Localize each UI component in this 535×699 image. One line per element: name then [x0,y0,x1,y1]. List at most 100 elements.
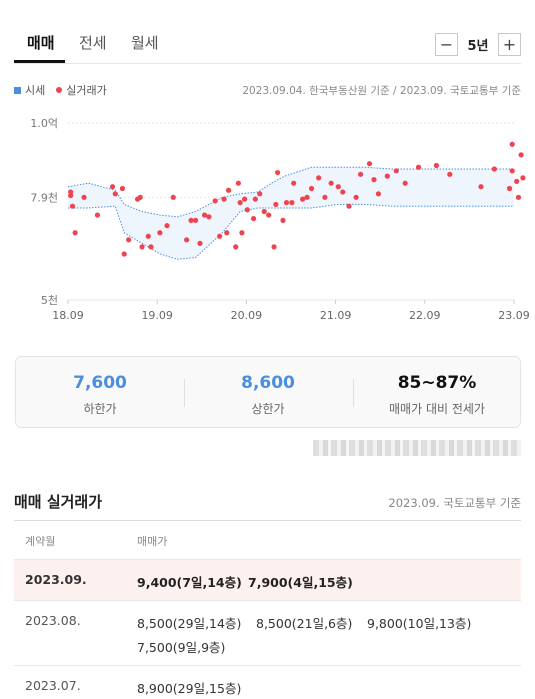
trade-point [371,177,377,183]
trade-point [291,180,297,186]
trade-point [335,184,341,190]
trade-point [518,152,524,158]
trade-entry[interactable]: 7,900(4일,15층) [248,575,353,590]
trade-point [514,178,520,185]
trade-point [509,168,515,174]
trade-point [316,175,322,181]
trades-section-divider [14,520,521,521]
price-stats-box: 7,600 하한가 8,600 상한가 85~87% 매매가 대비 전세가 [15,356,521,428]
trade-point [346,203,352,209]
trade-point [366,161,373,167]
trade-point [119,185,126,192]
actual-trade-legend-label: 실거래가 [66,84,107,97]
trade-point [145,233,151,239]
period-control: − 5년 + [435,33,521,56]
trade-point [68,192,74,199]
price-chart-svg: 1.0억 7.9천 5천 18.09 19.09 20.09 21.09 22.09 23.09 [30,117,529,322]
trade-point [237,200,243,206]
trade-point [139,244,145,250]
trade-point [308,185,315,192]
minus-icon: − [439,34,454,54]
trade-point [110,184,116,190]
trade-point [304,194,310,200]
stat-jeonse-ratio: 85~87% 매매가 대비 전세가 [353,357,521,429]
tab-sale[interactable]: 매매 [27,34,55,52]
trade-point [322,194,328,200]
trade-point [112,191,118,197]
y-tick-label: 7.9천 [30,190,58,204]
trade-point [433,162,439,169]
row-month: 2023.07. [25,678,81,693]
stat-ratio-label: 매매가 대비 전세가 [389,402,485,416]
trade-point [261,208,267,215]
tabs-divider [14,63,521,64]
trade-point [137,194,143,200]
trades-section-source: 2023.09. 국토교통부 기준 [388,496,521,510]
trade-point [201,212,208,218]
trade-point [509,141,515,147]
trade-point [221,196,227,202]
blurred-notice [313,440,521,456]
trade-entry[interactable]: 9,800(10일,13층) [367,616,472,631]
trade-point [299,196,306,202]
chart-source: 2023.09.04. 한국부동산원 기준 / 2023.09. 국토교통부 기… [242,85,521,97]
table-row: 2023.08. 8,500(29일,14층) 8,500(21일,6층) 9,… [14,600,521,665]
x-tick-label: 20.09 [231,309,263,322]
period-minus-button[interactable]: − [435,33,458,56]
table-row: 2023.09. 9,400(7일,14층) 7,900(4일,15층) [14,559,521,600]
trade-point [242,196,248,202]
trade-point [197,240,203,246]
stat-lower-value: 7,600 [73,373,127,393]
trade-point [244,207,250,213]
trade-point [353,194,359,200]
trade-entry[interactable]: 8,900(29일,15층) [137,681,242,696]
trade-point [478,184,484,190]
trade-point [273,201,279,208]
y-tick-label: 1.0억 [30,117,58,130]
trade-point [515,194,522,200]
trade-point [121,251,127,257]
column-header-price: 매매가 [137,535,168,548]
x-tick-label: 19.09 [141,309,173,322]
stat-upper-label: 상한가 [251,402,285,416]
period-plus-button[interactable]: + [498,33,521,56]
trade-point [217,233,223,239]
x-tick-label: 21.09 [320,309,352,322]
trade-entry[interactable]: 8,500(21일,6층) [256,616,353,631]
trade-point [184,237,190,243]
trade-point [289,200,295,206]
trade-point [148,244,154,250]
trade-point [192,217,199,223]
tab-jeonse[interactable]: 전세 [79,34,107,52]
trade-point [225,187,232,193]
stat-ratio-value: 85~87% [397,373,477,393]
trade-point [280,217,286,223]
trade-point [224,230,230,236]
table-row: 2023.07. 8,900(29일,15층) [14,665,521,699]
trade-point [250,215,257,222]
trade-point [206,214,212,220]
trade-point [415,164,422,170]
trade-point [520,175,526,181]
trade-point [275,169,281,176]
tab-monthly-rent[interactable]: 월세 [131,34,159,52]
plus-icon: + [502,34,517,54]
market-price-legend-swatch [14,86,21,94]
trade-point [233,244,239,250]
stat-lower-price: 7,600 하한가 [16,357,184,429]
trade-entry[interactable]: 9,400(7일,14층) [137,575,242,590]
chart-legend: 시세 실거래가 [14,82,107,98]
row-month: 2023.08. [25,613,81,628]
trade-entry[interactable]: 8,500(29일,14층) [137,616,242,631]
trade-point [94,212,101,218]
trade-point [126,237,132,243]
price-chart[interactable]: 1.0억 7.9천 5천 18.09 19.09 20.09 21.09 22.09 23.09 [0,108,535,323]
trade-point [384,173,390,179]
stat-upper-value: 8,600 [241,373,295,393]
actual-trade-legend-swatch [56,87,63,93]
trade-entry[interactable]: 7,500(9일,9층) [137,640,226,655]
trade-point [170,194,176,200]
active-tab-indicator [14,60,65,63]
trades-section-title: 매매 실거래가 [14,493,103,511]
trade-point [491,166,497,172]
